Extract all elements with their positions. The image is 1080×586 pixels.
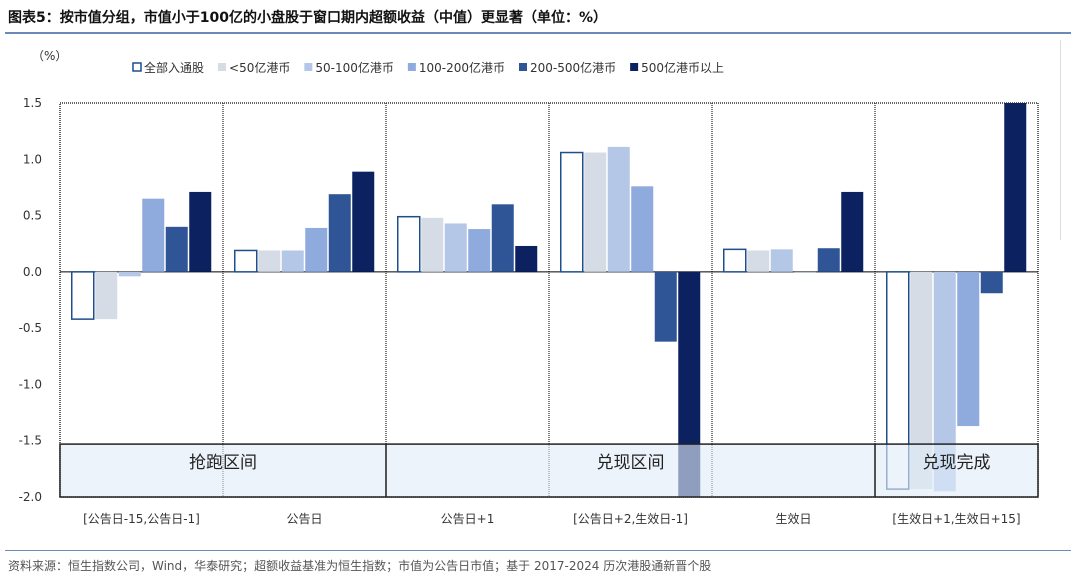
bar bbox=[817, 248, 840, 272]
legend-label: 100-200亿港币 bbox=[419, 60, 505, 75]
bar bbox=[165, 226, 188, 272]
bar bbox=[421, 217, 444, 272]
source-note: 资料来源：恒生指数公司，Wind，华泰研究；超额收益基准为恒生指数；市值为公告日… bbox=[8, 559, 712, 573]
bar bbox=[189, 191, 212, 272]
figure-title: 图表5：按市值分组，市值小于100亿的小盘股于窗口期内超额收益（中值）更显著（单… bbox=[8, 10, 607, 26]
bar bbox=[1004, 103, 1027, 272]
x-tick-label: 生效日 bbox=[775, 511, 811, 526]
phase-label: 兑现完成 bbox=[923, 453, 991, 473]
bar bbox=[71, 271, 95, 320]
legend-label: 500亿港币以上 bbox=[641, 60, 724, 75]
bar bbox=[444, 223, 467, 272]
legend-label: 50-100亿港币 bbox=[315, 60, 394, 75]
legend-swatch bbox=[407, 63, 416, 71]
phase-label: 兑现区间 bbox=[597, 453, 665, 473]
bar bbox=[723, 248, 747, 273]
bar bbox=[980, 271, 1003, 294]
bar bbox=[631, 186, 654, 272]
bar bbox=[95, 271, 118, 320]
legend-label: <50亿港币 bbox=[229, 60, 290, 75]
bar bbox=[957, 271, 980, 427]
legend-swatch bbox=[630, 63, 639, 71]
legend-swatch bbox=[218, 63, 227, 71]
bar bbox=[933, 271, 956, 492]
bar bbox=[794, 271, 817, 273]
x-tick-label: [公告日-15,公告日-1] bbox=[83, 512, 200, 526]
legend-swatch bbox=[519, 63, 527, 71]
bar bbox=[770, 249, 793, 272]
bar bbox=[747, 250, 770, 272]
legend-swatch bbox=[304, 63, 313, 71]
bar bbox=[468, 229, 491, 272]
bar bbox=[515, 245, 538, 272]
bar bbox=[352, 171, 375, 272]
legend-label: 全部入通股 bbox=[144, 60, 204, 75]
y-tick-label: -2.0 bbox=[19, 490, 42, 504]
title-rule bbox=[5, 32, 1071, 34]
y-tick-label: 1.5 bbox=[23, 96, 42, 110]
y-tick-label: -1.0 bbox=[19, 377, 42, 391]
bar bbox=[607, 146, 630, 272]
legend-label: 200-500亿港币 bbox=[530, 60, 616, 75]
phase-label: 抢跑区间 bbox=[189, 453, 257, 473]
bar bbox=[281, 250, 304, 272]
bar bbox=[397, 215, 421, 273]
bar bbox=[841, 191, 864, 272]
y-tick-label: -0.5 bbox=[19, 321, 42, 335]
bar bbox=[491, 204, 514, 272]
bar bbox=[234, 249, 258, 273]
y-axis-label: （%） bbox=[32, 49, 67, 63]
x-tick-label: [公告日+2,生效日-1] bbox=[573, 511, 688, 526]
frame-line bbox=[1060, 40, 1061, 240]
legend-swatch bbox=[132, 62, 142, 72]
y-tick-label: 0.5 bbox=[23, 209, 42, 223]
x-tick-label: [生效日+1,生效日+15] bbox=[892, 511, 1020, 526]
bar bbox=[678, 271, 701, 497]
x-tick-label: 公告日+1 bbox=[441, 512, 495, 526]
bar bbox=[258, 250, 281, 272]
bar bbox=[328, 194, 351, 272]
source-rule bbox=[5, 550, 1071, 551]
bar bbox=[654, 271, 677, 342]
bar bbox=[142, 198, 165, 272]
y-tick-label: 1.0 bbox=[23, 152, 42, 166]
bar bbox=[305, 227, 328, 272]
bar bbox=[584, 152, 607, 272]
bar-chart: （%） 全部入通股 <50亿港币 50-100亿港币 100-200亿港币 200-500… bbox=[19, 49, 1039, 526]
y-tick-label: -1.5 bbox=[19, 434, 42, 448]
y-tick-label: 0.0 bbox=[23, 265, 42, 279]
x-tick-label: 公告日 bbox=[286, 512, 322, 526]
bar bbox=[560, 151, 584, 273]
bar bbox=[118, 271, 141, 277]
bar bbox=[910, 271, 933, 490]
